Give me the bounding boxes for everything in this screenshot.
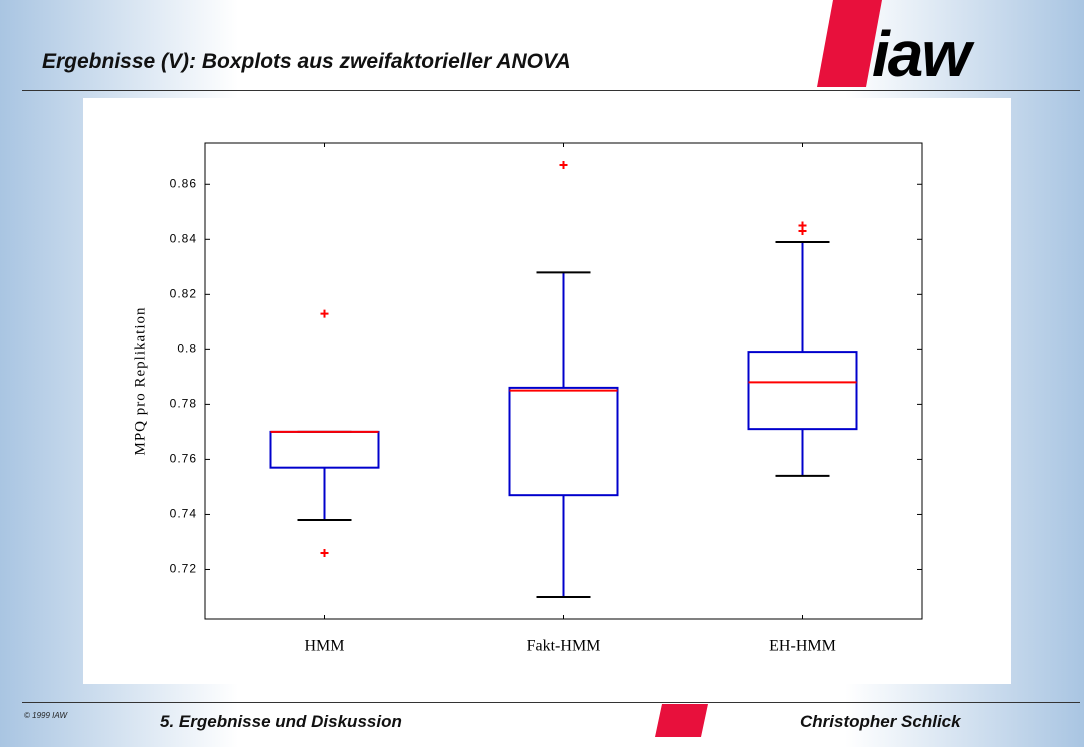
y-tick-label: 0.72	[170, 562, 197, 576]
y-axis-label: MPQ pro Replikation	[132, 307, 148, 456]
y-tick-label: 0.74	[170, 507, 197, 521]
x-tick-label: HMM	[304, 638, 344, 655]
header-rule	[22, 90, 1080, 91]
y-tick-label: 0.82	[170, 287, 197, 301]
footer-rule	[22, 702, 1080, 703]
y-tick-label: 0.76	[170, 452, 197, 466]
box	[269, 430, 380, 469]
logo-bar	[817, 0, 882, 87]
x-tick-label: EH-HMM	[769, 638, 836, 655]
copyright: © 1999 IAW	[24, 711, 68, 720]
y-tick-label: 0.78	[170, 397, 197, 411]
footer-bar	[655, 704, 708, 737]
outlier	[559, 161, 568, 170]
outlier	[320, 548, 329, 557]
box	[747, 351, 858, 431]
outlier	[320, 309, 329, 318]
author: Christopher Schlick	[800, 712, 961, 731]
x-tick-label: Fakt-HMM	[527, 638, 601, 655]
logo: iaw	[872, 18, 971, 90]
outlier	[798, 227, 807, 236]
y-tick-label: 0.8	[177, 342, 197, 356]
y-tick-label: 0.84	[170, 231, 197, 245]
slide-title: Ergebnisse (V): Boxplots aus zweifaktori…	[42, 50, 571, 73]
box	[508, 386, 619, 497]
section: 5. Ergebnisse und Diskussion	[160, 712, 402, 731]
y-tick-label: 0.86	[170, 176, 197, 190]
chart: MPQ pro Replikation 0.72 0.74 0.76 0.78 0.8 0…	[83, 98, 1011, 684]
